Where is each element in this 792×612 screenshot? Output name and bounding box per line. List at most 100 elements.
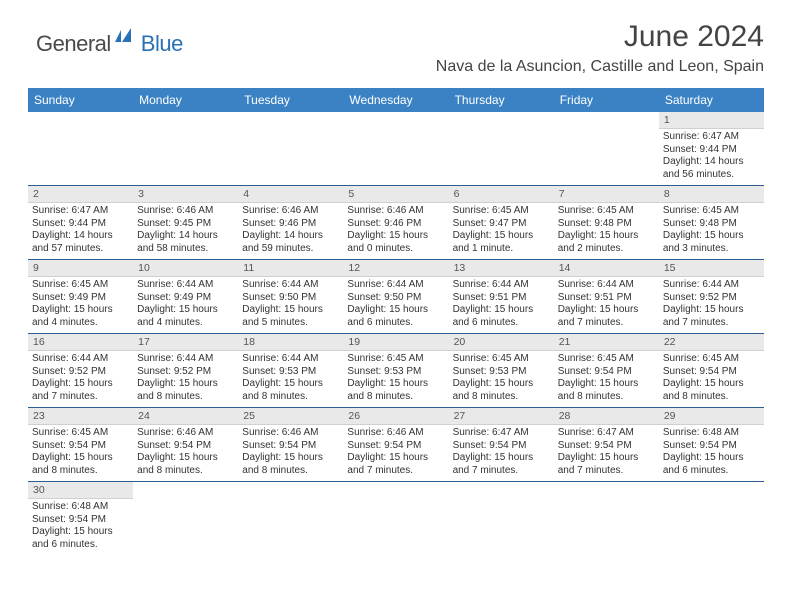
day-cell: 2Sunrise: 6:47 AMSunset: 9:44 PMDaylight… <box>28 186 133 260</box>
day-number: 6 <box>449 186 554 203</box>
sunrise-value: 6:48 AM <box>702 427 739 438</box>
week-row: 16Sunrise: 6:44 AMSunset: 9:52 PMDayligh… <box>28 334 764 408</box>
sunrise-label: Sunrise: <box>137 427 174 438</box>
sunrise-value: 6:45 AM <box>492 205 529 216</box>
sunset-value: 9:54 PM <box>700 440 737 451</box>
day-cell <box>343 112 448 186</box>
daylight-label: Daylight: <box>663 378 702 389</box>
sunrise-label: Sunrise: <box>453 279 490 290</box>
sunrise-value: 6:46 AM <box>177 205 214 216</box>
sunset-label: Sunset: <box>32 292 66 303</box>
day-number: 18 <box>238 334 343 351</box>
day-cell: 3Sunrise: 6:46 AMSunset: 9:45 PMDaylight… <box>133 186 238 260</box>
day-cell: 6Sunrise: 6:45 AMSunset: 9:47 PMDaylight… <box>449 186 554 260</box>
sunrise-value: 6:44 AM <box>282 353 319 364</box>
sunrise-value: 6:44 AM <box>177 279 214 290</box>
day-number: 3 <box>133 186 238 203</box>
title-block: June 2024 Nava de la Asuncion, Castille … <box>436 20 764 76</box>
calendar: Sunday Monday Tuesday Wednesday Thursday… <box>28 88 764 555</box>
day-details: Sunrise: 6:45 AMSunset: 9:49 PMDaylight:… <box>28 277 133 333</box>
daylight-label: Daylight: <box>453 304 492 315</box>
sunrise-value: 6:48 AM <box>71 501 108 512</box>
sunset-value: 9:52 PM <box>700 292 737 303</box>
sunset-label: Sunset: <box>663 292 697 303</box>
daylight-label: Daylight: <box>137 304 176 315</box>
daylight-label: Daylight: <box>242 230 281 241</box>
sunrise-value: 6:45 AM <box>71 279 108 290</box>
daylight-label: Daylight: <box>32 304 71 315</box>
sunset-value: 9:53 PM <box>489 366 526 377</box>
day-cell: 4Sunrise: 6:46 AMSunset: 9:46 PMDaylight… <box>238 186 343 260</box>
month-title: June 2024 <box>436 20 764 54</box>
day-cell: 14Sunrise: 6:44 AMSunset: 9:51 PMDayligh… <box>554 260 659 334</box>
day-details: Sunrise: 6:45 AMSunset: 9:48 PMDaylight:… <box>554 203 659 259</box>
sunset-value: 9:50 PM <box>384 292 421 303</box>
sunrise-label: Sunrise: <box>453 427 490 438</box>
sunset-value: 9:54 PM <box>594 440 631 451</box>
sunset-value: 9:49 PM <box>69 292 106 303</box>
day-cell <box>28 112 133 186</box>
sunset-label: Sunset: <box>242 366 276 377</box>
day-number: 13 <box>449 260 554 277</box>
daylight-label: Daylight: <box>32 230 71 241</box>
day-details: Sunrise: 6:47 AMSunset: 9:54 PMDaylight:… <box>449 425 554 481</box>
sunset-value: 9:46 PM <box>279 218 316 229</box>
daylight-label: Daylight: <box>242 452 281 463</box>
day-cell: 15Sunrise: 6:44 AMSunset: 9:52 PMDayligh… <box>659 260 764 334</box>
day-details: Sunrise: 6:46 AMSunset: 9:46 PMDaylight:… <box>238 203 343 259</box>
sunrise-label: Sunrise: <box>663 353 700 364</box>
day-details: Sunrise: 6:46 AMSunset: 9:54 PMDaylight:… <box>343 425 448 481</box>
day-details: Sunrise: 6:44 AMSunset: 9:51 PMDaylight:… <box>554 277 659 333</box>
sunrise-label: Sunrise: <box>558 279 595 290</box>
day-number: 11 <box>238 260 343 277</box>
col-thursday: Thursday <box>449 88 554 112</box>
day-number: 2 <box>28 186 133 203</box>
day-cell <box>133 112 238 186</box>
day-cell <box>554 112 659 186</box>
day-number: 19 <box>343 334 448 351</box>
sunset-value: 9:54 PM <box>69 440 106 451</box>
day-cell: 29Sunrise: 6:48 AMSunset: 9:54 PMDayligh… <box>659 408 764 482</box>
col-monday: Monday <box>133 88 238 112</box>
logo-text-general: General <box>36 31 111 57</box>
sunset-value: 9:53 PM <box>279 366 316 377</box>
sunset-value: 9:54 PM <box>279 440 316 451</box>
sunset-label: Sunset: <box>558 218 592 229</box>
sunset-value: 9:46 PM <box>384 218 421 229</box>
day-cell <box>133 482 238 556</box>
sunrise-value: 6:44 AM <box>282 279 319 290</box>
sunrise-label: Sunrise: <box>558 205 595 216</box>
col-sunday: Sunday <box>28 88 133 112</box>
day-number: 17 <box>133 334 238 351</box>
sunset-label: Sunset: <box>32 366 66 377</box>
sunset-value: 9:54 PM <box>69 514 106 525</box>
sunrise-label: Sunrise: <box>558 427 595 438</box>
sunrise-value: 6:44 AM <box>177 353 214 364</box>
sunrise-value: 6:46 AM <box>282 427 319 438</box>
sunset-value: 9:52 PM <box>69 366 106 377</box>
sunset-value: 9:54 PM <box>384 440 421 451</box>
day-number: 8 <box>659 186 764 203</box>
sunset-label: Sunset: <box>137 292 171 303</box>
day-details: Sunrise: 6:45 AMSunset: 9:53 PMDaylight:… <box>449 351 554 407</box>
sunrise-label: Sunrise: <box>347 353 384 364</box>
sunrise-value: 6:45 AM <box>597 205 634 216</box>
sunrise-label: Sunrise: <box>663 279 700 290</box>
day-cell <box>659 482 764 556</box>
location: Nava de la Asuncion, Castille and Leon, … <box>436 58 764 76</box>
daylight-label: Daylight: <box>137 230 176 241</box>
sunrise-label: Sunrise: <box>663 205 700 216</box>
day-number: 7 <box>554 186 659 203</box>
day-number: 29 <box>659 408 764 425</box>
day-number: 25 <box>238 408 343 425</box>
day-cell: 16Sunrise: 6:44 AMSunset: 9:52 PMDayligh… <box>28 334 133 408</box>
day-details: Sunrise: 6:46 AMSunset: 9:45 PMDaylight:… <box>133 203 238 259</box>
sunrise-label: Sunrise: <box>32 353 69 364</box>
daylight-label: Daylight: <box>558 378 597 389</box>
sunrise-label: Sunrise: <box>558 353 595 364</box>
day-number: 30 <box>28 482 133 499</box>
day-number: 12 <box>343 260 448 277</box>
sunset-value: 9:54 PM <box>700 366 737 377</box>
day-cell: 8Sunrise: 6:45 AMSunset: 9:48 PMDaylight… <box>659 186 764 260</box>
sunset-label: Sunset: <box>137 440 171 451</box>
